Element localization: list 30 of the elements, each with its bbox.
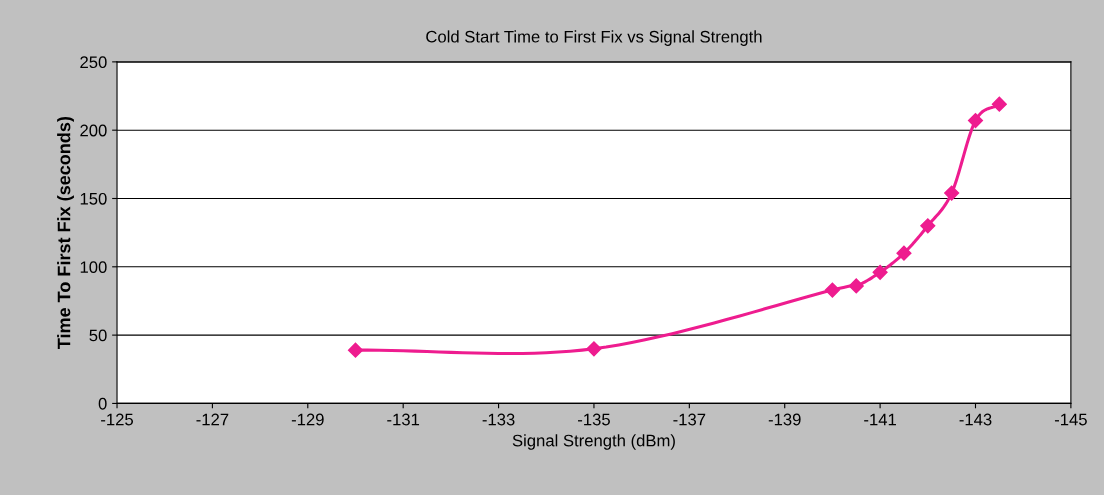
point <box>872 264 888 280</box>
point <box>920 218 936 234</box>
y-tick-label: 150 <box>80 192 107 205</box>
x-tick-label: -129 <box>291 413 324 426</box>
y-axis-title: Time To First Fix (seconds) <box>57 116 74 349</box>
point <box>944 185 960 201</box>
x-tick-label: -135 <box>578 413 610 426</box>
point <box>848 278 864 294</box>
point <box>586 341 602 357</box>
x-tick-label: -139 <box>768 413 801 426</box>
x-tick-label: -133 <box>482 413 515 426</box>
y-tick-label: 200 <box>80 124 107 137</box>
x-tick-label: -131 <box>387 413 420 426</box>
x-tick-label: -127 <box>196 413 229 426</box>
point <box>967 113 984 129</box>
point <box>991 96 1007 112</box>
x-tick-label: -143 <box>959 413 992 426</box>
y-tick-label: 0 <box>98 397 107 410</box>
point <box>347 342 364 358</box>
x-tick-label: -137 <box>673 413 706 426</box>
y-tick-label: 100 <box>80 261 107 274</box>
chart-title: Cold Start Time to First Fix vs Signal Strength <box>426 30 762 46</box>
x-tick-label: -125 <box>101 413 134 426</box>
point <box>824 282 840 298</box>
y-tick-label: 50 <box>89 329 107 342</box>
x-tick-label: -141 <box>864 413 896 426</box>
y-tick-label: 250 <box>80 56 107 69</box>
x-tick-label: -145 <box>1054 413 1087 426</box>
point <box>896 245 912 261</box>
x-axis-title: Signal Strength (dBm) <box>512 434 675 450</box>
